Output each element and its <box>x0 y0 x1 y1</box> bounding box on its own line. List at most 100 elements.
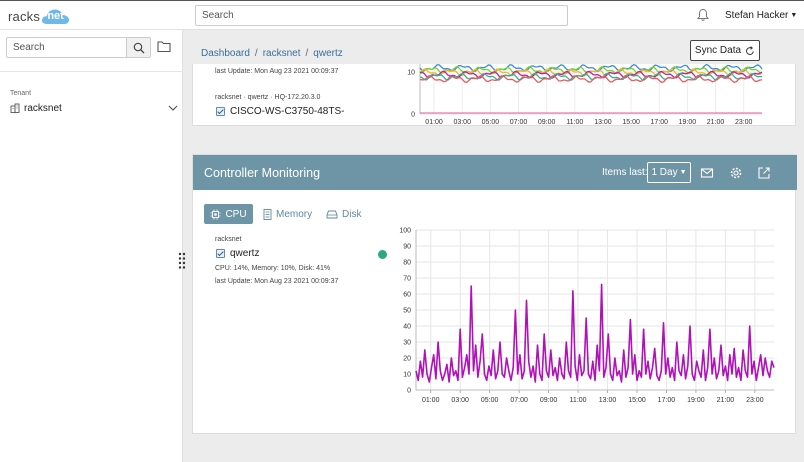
items-last-label: Items last: <box>602 167 648 178</box>
mini-x-tick-label: 15:00 <box>622 119 640 124</box>
logo-cloud-text: net <box>47 9 64 22</box>
sidebar-search-button[interactable] <box>126 38 150 57</box>
mini-series-line <box>419 68 763 77</box>
y-tick-label: 60 <box>403 292 411 299</box>
logo-text: racks <box>8 8 41 24</box>
breadcrumb-tenant[interactable]: racksnet <box>262 48 301 59</box>
sidebar: Tenant racksnet <box>0 30 186 462</box>
mini-y-tick-label: 0 <box>411 112 415 119</box>
logo[interactable]: racks net <box>8 6 70 26</box>
mini-series-line <box>419 72 763 81</box>
cpu-series-line <box>415 283 775 383</box>
user-name: Stefan Hacker <box>725 10 789 21</box>
breadcrumb-controller[interactable]: qwertz <box>313 48 343 59</box>
controller-monitoring-header: Controller Monitoring Items last: 1 Day ▼ <box>193 155 797 190</box>
controller-row: qwertz <box>216 248 259 259</box>
x-tick-label: 13:00 <box>599 397 617 404</box>
breadcrumb-separator: / <box>305 48 309 59</box>
sidebar-divider <box>0 71 183 72</box>
x-tick-label: 01:00 <box>422 397 440 404</box>
y-tick-label: 10 <box>403 372 411 379</box>
time-range-value: 1 Day <box>651 167 678 178</box>
tab-disk[interactable]: Disk <box>326 204 362 224</box>
tab-memory[interactable]: Memory <box>263 204 313 224</box>
caret-down-icon: ▼ <box>790 12 798 19</box>
mini-x-tick-label: 07:00 <box>510 119 528 124</box>
mini-x-tick-label: 21:00 <box>707 119 725 124</box>
mini-x-tick-label: 17:00 <box>650 119 668 124</box>
building-icon <box>10 103 20 113</box>
sidebar-search-input[interactable] <box>7 38 126 57</box>
switch-device-path: racksnet · qwertz · HQ-172.20.3.0 <box>215 94 321 101</box>
y-tick-label: 30 <box>403 340 411 347</box>
y-tick-label: 20 <box>403 356 411 363</box>
breadcrumb-dashboard[interactable]: Dashboard <box>201 48 250 59</box>
caret-down-icon: ▼ <box>679 169 687 176</box>
top-border <box>0 0 804 1</box>
tenant-selector[interactable]: racksnet <box>10 101 178 115</box>
disk-icon <box>326 210 338 218</box>
y-tick-label: 50 <box>403 308 411 315</box>
sync-data-label: Sync Data <box>694 45 742 56</box>
export-icon[interactable] <box>757 166 771 180</box>
mini-x-tick-label: 19:00 <box>679 119 697 124</box>
switch-device-checkbox[interactable] <box>216 107 225 116</box>
top-bar: racks net Stefan Hacker▼ <box>0 0 804 30</box>
x-tick-label: 17:00 <box>658 397 676 404</box>
cpu-icon <box>210 209 221 219</box>
controller-stats: CPU: 14%, Memory: 10%, Disk: 41% <box>215 265 331 272</box>
user-menu[interactable]: Stefan Hacker ▼ <box>725 10 797 21</box>
mini-x-tick-label: 11:00 <box>566 119 583 124</box>
controller-monitoring-title: Controller Monitoring <box>204 166 321 180</box>
drag-handle-icon[interactable] <box>178 252 186 270</box>
x-tick-label: 21:00 <box>717 397 735 404</box>
x-tick-label: 11:00 <box>570 397 587 404</box>
refresh-icon <box>746 45 754 55</box>
tab-cpu-label: CPU <box>225 208 247 220</box>
mini-x-tick-label: 05:00 <box>482 119 500 124</box>
switch-last-update: last Update: Mon Aug 23 2021 00:09:37 <box>215 68 339 75</box>
mini-x-tick-label: 09:00 <box>538 119 556 124</box>
search-icon <box>133 42 144 53</box>
tab-cpu[interactable]: CPU <box>204 204 253 224</box>
switch-mini-chart: 10 0 01:00 03:00 05:00 07:00 09:00 11:00 13:00 15… <box>407 64 763 124</box>
y-tick-label: 40 <box>403 324 411 331</box>
x-tick-label: 09:00 <box>540 397 558 404</box>
status-indicator <box>378 250 387 259</box>
x-tick-label: 15:00 <box>628 397 646 404</box>
x-tick-label: 07:00 <box>510 397 528 404</box>
gear-icon[interactable] <box>729 166 743 180</box>
tab-disk-label: Disk <box>342 208 362 220</box>
mini-series-line <box>419 74 763 84</box>
mini-x-tick-label: 23:00 <box>735 119 753 124</box>
breadcrumb-separator: / <box>254 48 258 59</box>
controller-name: qwertz <box>230 248 260 259</box>
x-tick-label: 05:00 <box>481 397 499 404</box>
folder-icon[interactable] <box>157 40 171 53</box>
controller-tenant: racksnet <box>215 236 242 243</box>
x-tick-label: 23:00 <box>746 397 764 404</box>
memory-icon <box>263 208 272 220</box>
mini-x-tick-label: 01:00 <box>425 119 443 124</box>
controller-checkbox[interactable] <box>216 249 225 258</box>
switch-device-name: CISCO-WS-C3750-48TS- <box>230 106 345 117</box>
global-search-input[interactable] <box>195 5 568 26</box>
tenant-label: Tenant <box>10 90 32 97</box>
bell-icon[interactable] <box>696 8 710 22</box>
y-tick-label: 100 <box>399 228 411 235</box>
chevron-down-icon[interactable] <box>168 105 178 112</box>
envelope-icon[interactable] <box>700 166 714 180</box>
sidebar-search <box>6 37 151 58</box>
mini-x-tick-label: 13:00 <box>594 119 612 124</box>
sync-data-button[interactable]: Sync Data <box>690 40 760 61</box>
main-content: 10 0 01:00 03:00 05:00 07:00 09:00 11:00 13:00 15… <box>184 30 804 462</box>
y-tick-label: 0 <box>407 388 411 395</box>
breadcrumb: Dashboard / racksnet / qwertz <box>201 48 343 59</box>
mini-y-tick-label: 10 <box>407 70 415 77</box>
switch-device-row: CISCO-WS-C3750-48TS- <box>216 106 344 117</box>
controller-last-update: last Update: Mon Aug 23 2021 00:09:37 <box>215 278 339 285</box>
cpu-chart: 0 10 20 30 40 50 60 70 80 90 100 01:00 03:00 05:00 07:… <box>399 228 775 404</box>
y-tick-label: 90 <box>403 244 411 251</box>
time-range-select[interactable]: 1 Day ▼ <box>647 162 691 183</box>
x-tick-label: 03:00 <box>451 397 469 404</box>
